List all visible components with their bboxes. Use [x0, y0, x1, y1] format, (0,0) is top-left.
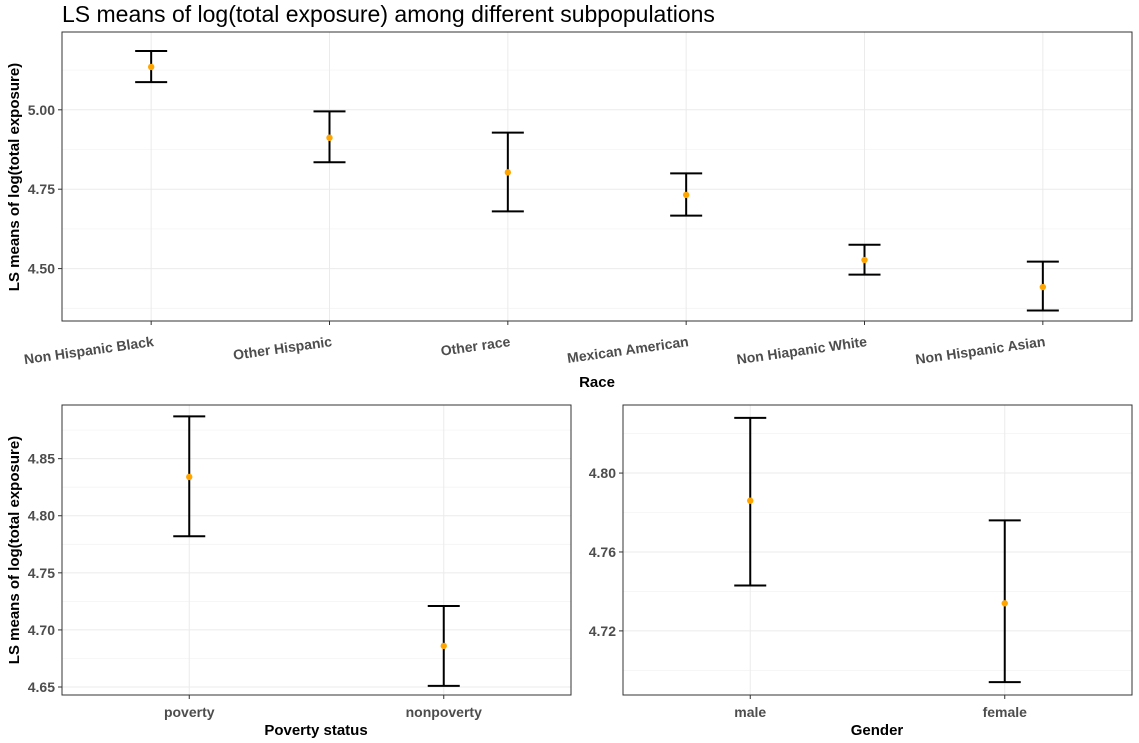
x-tick-label: male: [734, 704, 766, 720]
y-tick-label: 4.85: [28, 451, 55, 467]
poverty-panel: 4.65 4.70 4.75 4.80 4.85 poverty nonpoverty Pov…: [6, 404, 572, 739]
panel-border: [61, 31, 1133, 322]
y-tick-label: 4.75: [28, 181, 55, 197]
panel-background: [62, 405, 571, 695]
x-axis-title: Poverty status: [264, 722, 367, 739]
panel-border: [622, 404, 1133, 696]
x-axis-title: Gender: [851, 722, 904, 739]
mean-point: [147, 63, 155, 71]
y-tick-label: 4.80: [589, 465, 616, 481]
mean-point: [861, 256, 868, 264]
x-tick-label: Other race: [440, 333, 512, 359]
y-tick-label: 4.75: [28, 565, 55, 581]
panel-border: [61, 404, 572, 696]
mean-point: [1001, 600, 1008, 607]
y-tick-label: 4.80: [28, 508, 55, 524]
mean-point: [682, 191, 690, 199]
y-tick-label: 4.76: [589, 544, 616, 560]
mean-point: [504, 169, 512, 176]
x-tick-label: Non Hispanic Black: [23, 333, 155, 367]
x-tick-label: Non Hispanic Asian: [914, 333, 1046, 367]
y-tick-label: 4.65: [28, 679, 55, 695]
y-axis-title: LS means of log(total exposure): [6, 63, 23, 291]
y-tick-label: 4.72: [589, 623, 616, 639]
mean-point: [1039, 283, 1047, 291]
y-tick-label: 4.50: [28, 261, 55, 277]
mean-point: [747, 497, 754, 504]
x-tick-label: poverty: [164, 704, 215, 720]
x-tick-label: Mexican American: [566, 333, 689, 366]
mean-point: [440, 642, 447, 650]
x-tick-label: Non Hiapanic White: [736, 333, 869, 367]
y-tick-label: 5.00: [28, 102, 55, 118]
x-tick-label: Other Hispanic: [232, 333, 333, 363]
y-axis-title: LS means of log(total exposure): [6, 436, 23, 664]
race-panel: 4.50 4.75 5.00 Non Hispanic Black Other Hisp…: [6, 31, 1133, 391]
x-axis-title: Race: [579, 374, 615, 391]
y-tick-label: 4.70: [28, 622, 55, 638]
panel-background: [623, 405, 1132, 695]
panel-background: [62, 32, 1132, 321]
x-tick-label: female: [983, 704, 1028, 720]
figure-title: LS means of log(total exposure) among di…: [62, 1, 715, 27]
mean-point: [186, 473, 193, 481]
gender-panel: 4.72 4.76 4.80 male female Gender: [589, 404, 1133, 739]
x-tick-label: nonpoverty: [406, 704, 482, 720]
mean-point: [326, 134, 333, 141]
